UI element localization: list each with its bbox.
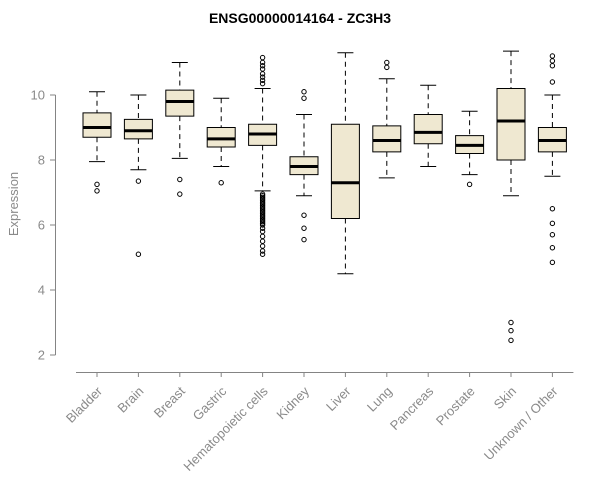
outlier-point — [135, 251, 142, 257]
outlier-point — [549, 206, 556, 212]
x-tick-label: Prostate — [433, 384, 478, 429]
outlier-point — [384, 64, 390, 71]
iqr-box — [123, 118, 153, 140]
box-group-brain — [123, 94, 153, 257]
iqr-box — [206, 127, 236, 148]
x-tick-label: Kidney — [273, 383, 312, 422]
y-tick-label: 8 — [38, 153, 45, 168]
y-axis: 2 4 6 8 10 — [31, 88, 56, 363]
chart-title: ENSG00000014164 - ZC3H3 — [208, 10, 392, 26]
outlier-point — [259, 248, 266, 254]
x-tick-label: Pancreas — [387, 383, 437, 433]
outlier-point — [549, 220, 556, 227]
y-tick-label: 6 — [38, 218, 45, 233]
outlier-point — [508, 327, 514, 334]
outlier-point — [301, 225, 307, 231]
outlier-point — [259, 77, 266, 84]
outlier-point — [549, 58, 556, 64]
y-tick-label: 4 — [38, 283, 45, 298]
outlier-point — [259, 243, 266, 249]
y-tick-label: 10 — [31, 88, 45, 103]
box-group-hematopoietic-cells — [248, 54, 278, 257]
outlier-point — [259, 74, 266, 80]
outlier-point — [259, 71, 266, 77]
outlier-point — [508, 319, 514, 326]
outlier-point — [466, 181, 473, 188]
box-group-unknown-other — [537, 53, 567, 266]
outlier-point — [135, 178, 142, 184]
box-group-pancreas — [413, 84, 443, 167]
outlier-point — [549, 79, 556, 85]
outlier-point — [259, 219, 266, 225]
outlier-point — [259, 80, 266, 87]
outlier-point — [549, 259, 556, 266]
iqr-box — [372, 125, 402, 153]
outlier-point — [259, 59, 266, 66]
x-tick-label: Breast — [151, 383, 188, 420]
outlier-point — [94, 188, 100, 194]
outlier-point — [259, 222, 266, 228]
outlier-point — [177, 191, 183, 197]
box-group-lung — [372, 59, 402, 179]
iqr-box — [82, 112, 112, 138]
outlier-point — [177, 176, 183, 183]
x-tick-label: Bladder — [63, 383, 106, 426]
box-group-liver — [330, 52, 360, 275]
outlier-point — [259, 63, 266, 69]
outlier-point — [259, 233, 266, 240]
iqr-box — [330, 123, 360, 219]
outlier-point — [259, 225, 266, 231]
box-group-gastric — [206, 97, 236, 186]
x-tick-label: Unknown / Other — [481, 383, 561, 463]
outlier-point — [259, 54, 266, 61]
outlier-point — [384, 59, 390, 66]
box-group-skin — [496, 50, 526, 344]
x-tick-label: Brain — [114, 384, 146, 416]
x-tick-label: Lung — [364, 384, 395, 415]
outlier-point — [259, 251, 266, 257]
iqr-box — [165, 89, 195, 117]
x-tick-label: Liver — [323, 383, 354, 414]
box-group-prostate — [455, 110, 485, 188]
outlier-point — [301, 89, 307, 95]
outlier-point — [259, 238, 266, 244]
outlier-point — [301, 236, 307, 243]
outlier-point — [301, 212, 307, 218]
outlier-point — [549, 245, 556, 251]
x-tick-label: Skin — [491, 384, 519, 412]
x-tick-label: Gastric — [190, 383, 230, 423]
outlier-point — [549, 63, 556, 69]
outlier-point — [549, 232, 556, 238]
outlier-point — [94, 181, 100, 188]
box-group-kidney — [289, 89, 319, 243]
y-tick-label: 2 — [38, 348, 45, 363]
outlier-point — [508, 337, 514, 344]
box-group-breast — [165, 62, 195, 197]
outlier-point — [301, 95, 307, 101]
outlier-point — [218, 180, 224, 186]
iqr-box — [413, 114, 443, 145]
iqr-box — [496, 88, 526, 161]
box-group-bladder — [82, 91, 112, 194]
outlier-point — [549, 53, 556, 59]
